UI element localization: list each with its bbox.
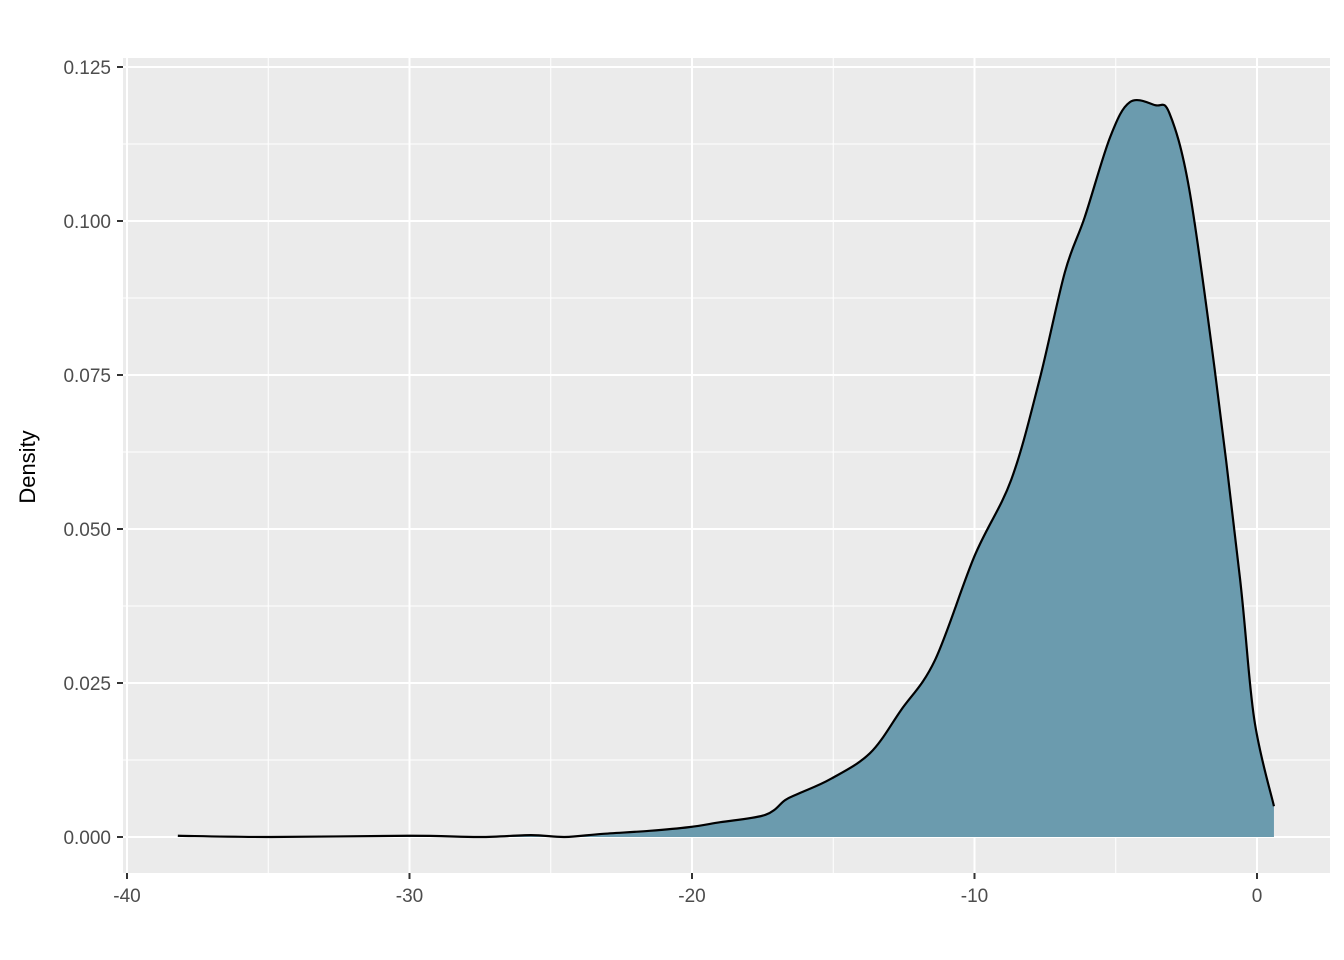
y-tick-label: 0.025	[63, 674, 111, 695]
density-area	[177, 100, 1274, 838]
x-tick-label: -40	[113, 886, 140, 907]
density-line	[177, 98, 1276, 839]
x-tick-label: -20	[678, 886, 705, 907]
x-tick-label: 0	[1252, 886, 1263, 907]
y-tick-label: 0.075	[63, 366, 111, 387]
x-tick-label: -10	[961, 886, 988, 907]
y-tick-label: 0.125	[63, 58, 111, 79]
y-tick-label: 0.050	[63, 520, 111, 541]
y-tick-label: 0.000	[63, 828, 111, 849]
y-tick-label: 0.100	[63, 212, 111, 233]
x-tick-label: -30	[396, 886, 423, 907]
y-axis-label: Density	[15, 430, 40, 503]
